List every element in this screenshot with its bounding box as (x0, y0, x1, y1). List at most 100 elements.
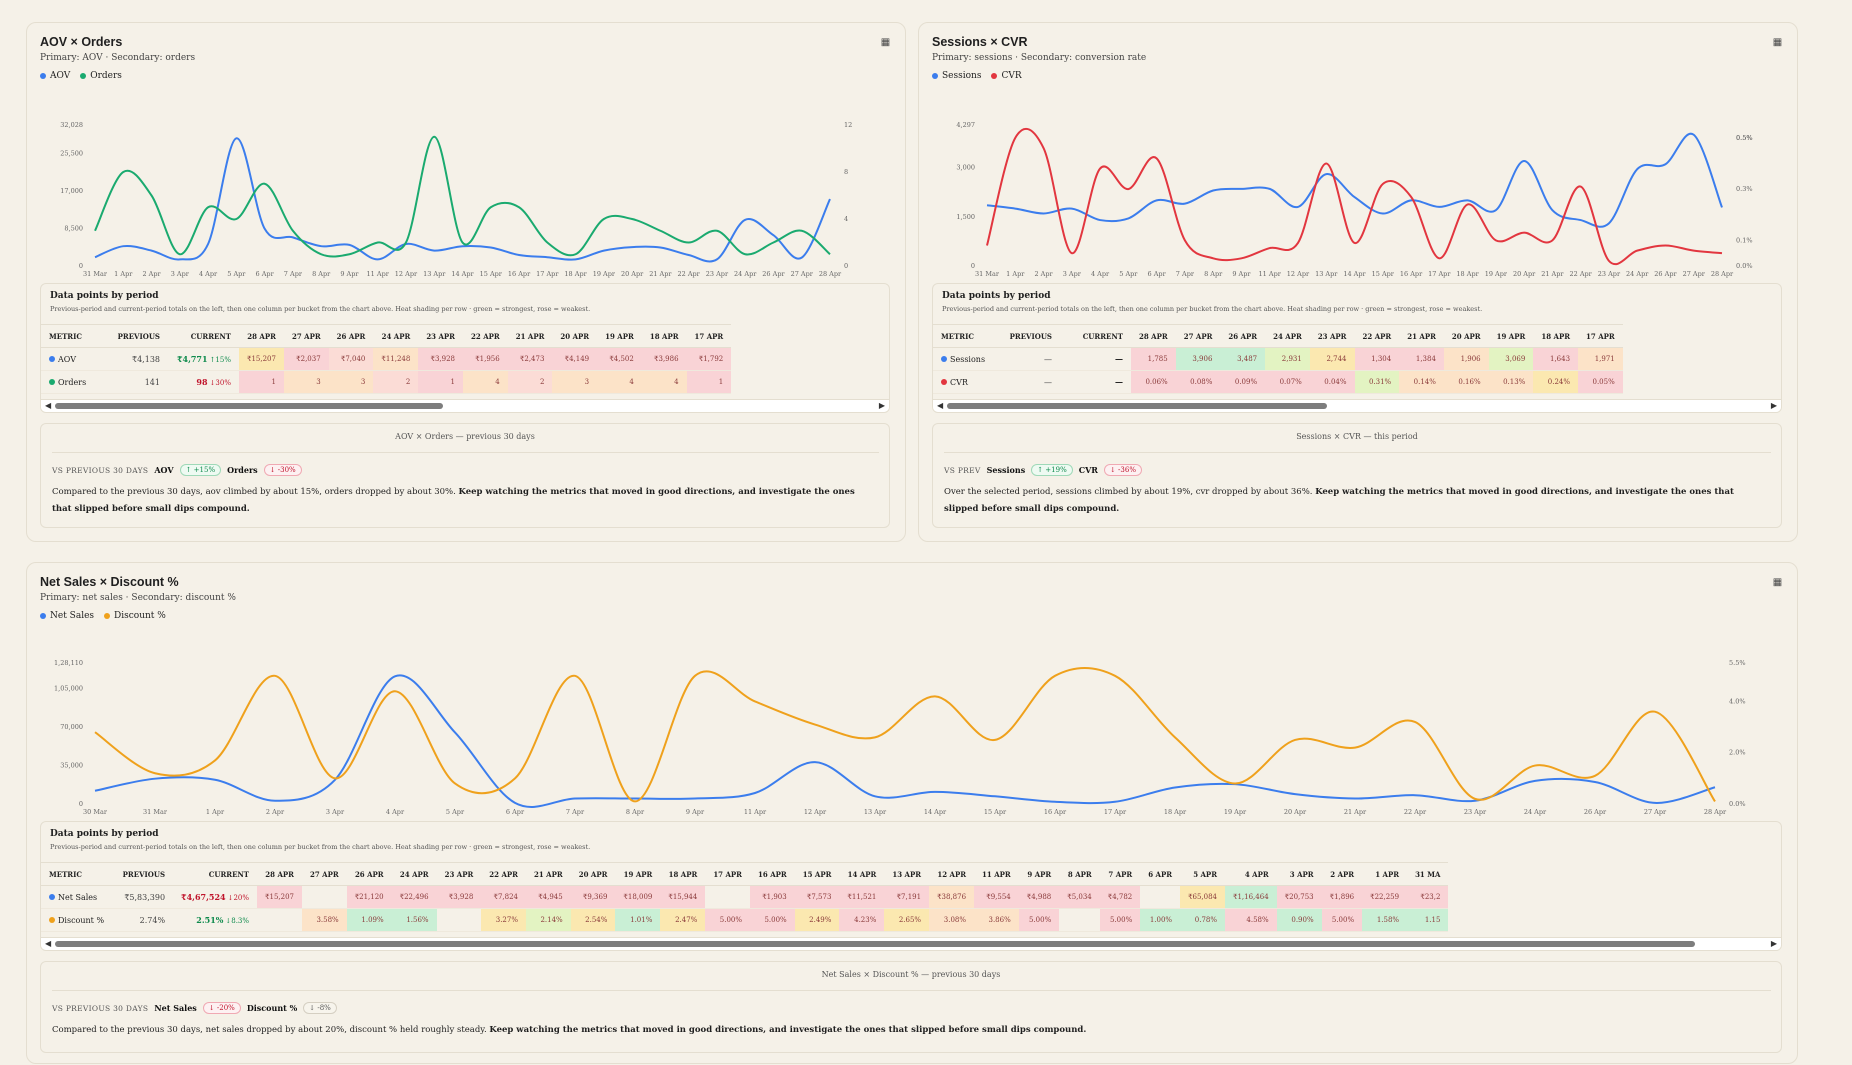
horizontal-scrollbar[interactable]: ◀ ▶ (41, 937, 1781, 950)
column-header[interactable]: 24 APR (373, 324, 419, 348)
column-header[interactable]: 17 APR (1578, 324, 1623, 348)
horizontal-scrollbar[interactable]: ◀ ▶ (933, 399, 1781, 412)
x-tick-label: 9 Apr (1232, 270, 1251, 278)
column-header[interactable]: CURRENT (168, 324, 239, 348)
column-header[interactable]: CURRENT (173, 862, 258, 886)
legend-item-cvr[interactable]: CVR (991, 71, 1022, 81)
column-header[interactable]: 21 APR (1399, 324, 1444, 348)
scrollbar-thumb[interactable] (947, 403, 1327, 409)
column-header[interactable]: 24 APR (1265, 324, 1310, 348)
legend-item-net-sales[interactable]: Net Sales (40, 611, 94, 621)
column-header[interactable]: 27 APR (1175, 324, 1221, 348)
column-header[interactable]: METRIC (41, 862, 113, 886)
column-header[interactable]: 6 APR (1140, 862, 1181, 886)
column-header[interactable]: 18 APR (660, 862, 706, 886)
column-header[interactable]: 22 APR (481, 862, 526, 886)
column-header[interactable]: 18 APR (641, 324, 687, 348)
column-header[interactable]: 28 APR (239, 324, 284, 348)
table-view-icon[interactable]: ▦ (1772, 37, 1783, 48)
legend-item-orders[interactable]: Orders (80, 71, 122, 81)
legend-item-aov[interactable]: AOV (40, 71, 70, 81)
column-header[interactable]: 2 APR (1321, 862, 1363, 886)
column-header[interactable]: PREVIOUS (999, 324, 1060, 348)
legend-item-sessions[interactable]: Sessions (932, 71, 981, 81)
column-header[interactable]: 18 APR (1533, 324, 1579, 348)
column-header[interactable]: 26 APR (328, 324, 374, 348)
table-view-icon[interactable]: ▦ (880, 37, 891, 48)
column-header[interactable]: 20 APR (1443, 324, 1489, 348)
column-header[interactable]: 13 APR (884, 862, 930, 886)
series-line-net-sales[interactable] (94, 674, 1716, 808)
legend-item-discount[interactable]: Discount % (104, 611, 166, 621)
scroll-right-icon[interactable]: ▶ (878, 401, 885, 410)
column-header[interactable]: 24 APR (391, 862, 437, 886)
column-header[interactable]: 4 APR (1225, 862, 1277, 886)
scroll-right-icon[interactable]: ▶ (1770, 401, 1777, 410)
column-header[interactable]: 28 APR (257, 862, 302, 886)
column-header[interactable]: 8 APR (1059, 862, 1100, 886)
column-header[interactable]: 21 APR (526, 862, 571, 886)
column-header[interactable]: 21 APR (507, 324, 553, 348)
column-header[interactable]: PREVIOUS (107, 324, 168, 348)
column-header[interactable]: 27 APR (283, 324, 329, 348)
horizontal-scrollbar[interactable]: ◀ ▶ (41, 399, 889, 412)
column-header[interactable]: 5 APR (1180, 862, 1226, 886)
series-line-discount-[interactable] (94, 667, 1716, 803)
column-header[interactable]: 23 APR (1309, 324, 1355, 348)
column-header[interactable]: 19 APR (1488, 324, 1534, 348)
scroll-left-icon[interactable]: ◀ (937, 401, 944, 410)
column-header[interactable]: 3 APR (1276, 862, 1322, 886)
scrollbar-thumb[interactable] (55, 941, 1695, 947)
column-header[interactable]: 20 APR (570, 862, 616, 886)
value-cell: 2.54% (570, 908, 616, 932)
scrollbar-thumb[interactable] (55, 403, 443, 409)
x-tick-label: 4 Apr (1091, 270, 1110, 278)
column-header[interactable]: 12 APR (929, 862, 975, 886)
column-header[interactable]: CURRENT (1060, 324, 1131, 348)
scroll-left-icon[interactable]: ◀ (45, 939, 52, 948)
column-header[interactable]: 17 APR (686, 324, 732, 348)
series-line-sessions[interactable] (986, 132, 1723, 228)
column-header[interactable]: 15 APR (794, 862, 840, 886)
value-cell: 2.47% (660, 908, 706, 932)
column-header[interactable]: 14 APR (839, 862, 885, 886)
column-header[interactable]: 7 APR (1099, 862, 1141, 886)
value-cell: 2 (507, 370, 553, 394)
scroll-right-icon[interactable]: ▶ (1770, 939, 1777, 948)
column-header[interactable]: 28 APR (1131, 324, 1176, 348)
scroll-left-icon[interactable]: ◀ (45, 401, 52, 410)
column-header[interactable]: 16 APR (750, 862, 795, 886)
series-line-orders[interactable] (94, 135, 831, 258)
column-header[interactable]: 11 APR (974, 862, 1019, 886)
column-header[interactable]: 23 APR (436, 862, 482, 886)
column-header[interactable]: 23 APR (418, 324, 464, 348)
left-tick-label: 0 (971, 262, 975, 270)
value-cell (301, 885, 347, 909)
value-cell: 1,384 (1399, 347, 1444, 371)
column-header[interactable]: 22 APR (463, 324, 508, 348)
column-header[interactable]: PREVIOUS (112, 862, 174, 886)
column-header[interactable]: 26 APR (346, 862, 392, 886)
column-header[interactable]: 31 MA (1407, 862, 1449, 886)
column-header[interactable]: METRIC (41, 324, 107, 348)
column-header[interactable]: 19 APR (615, 862, 661, 886)
legend-dot (104, 613, 111, 619)
value-cell: ₹1,16,464 (1225, 885, 1277, 909)
column-header[interactable]: 19 APR (597, 324, 642, 348)
table-scroll-area[interactable]: METRIC PREVIOUS CURRENT 28 APR 27 APR 26 APR 2… (41, 324, 889, 394)
column-header[interactable]: 27 APR (301, 862, 347, 886)
left-tick-label: 25,500 (60, 150, 83, 158)
left-tick-label: 32,028 (60, 121, 83, 129)
column-header[interactable]: 1 APR (1362, 862, 1408, 886)
table-scroll-area[interactable]: METRIC PREVIOUS CURRENT 28 APR 27 APR 26 APR 2… (933, 324, 1781, 394)
series-line-aov[interactable] (94, 137, 831, 263)
column-header[interactable]: 9 APR (1018, 862, 1060, 886)
column-header[interactable]: 20 APR (552, 324, 598, 348)
series-line-cvr[interactable] (986, 127, 1723, 266)
column-header[interactable]: METRIC (933, 324, 999, 348)
column-header[interactable]: 22 APR (1354, 324, 1400, 348)
column-header[interactable]: 17 APR (705, 862, 751, 886)
table-view-icon[interactable]: ▦ (1772, 577, 1783, 588)
table-scroll-area[interactable]: METRIC PREVIOUS CURRENT 28 APR 27 APR 26 APR 2… (41, 862, 1781, 932)
column-header[interactable]: 26 APR (1220, 324, 1266, 348)
